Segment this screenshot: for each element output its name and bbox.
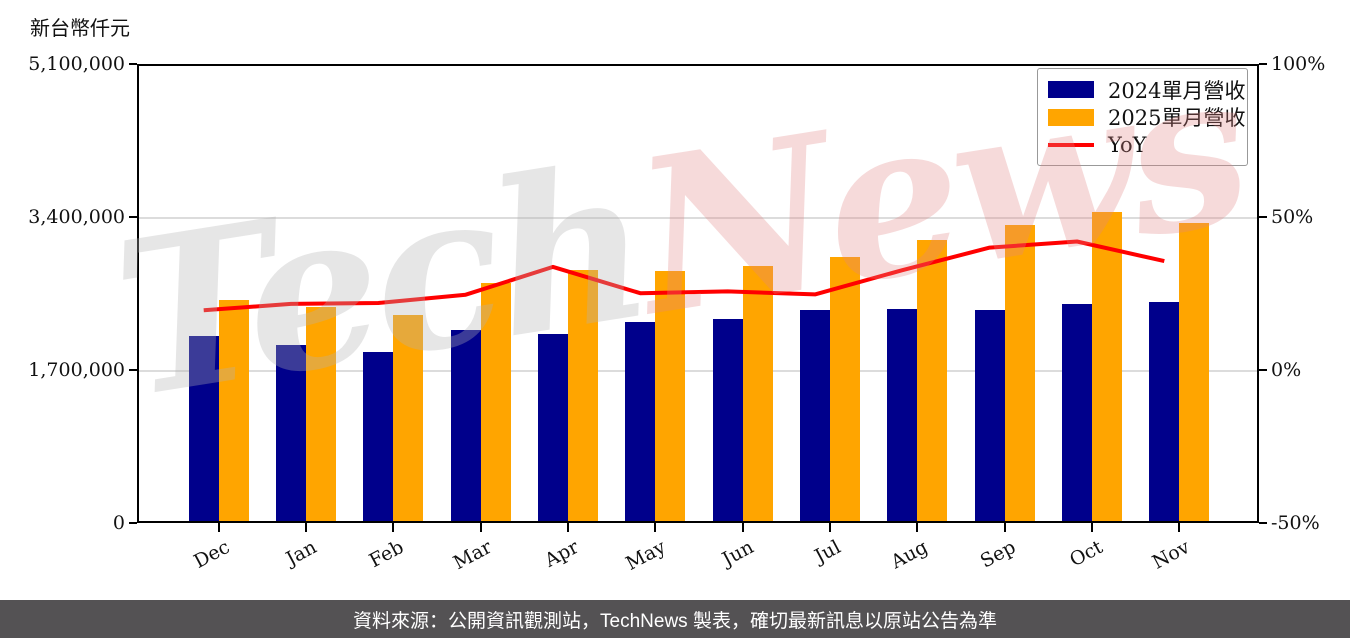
x-axis-tickmark <box>741 523 744 532</box>
source-footer: 資料來源：公開資訊觀測站，TechNews 製表，確切最新訊息以原站公告為準 <box>0 600 1350 638</box>
bar-2025單月營收-Apr <box>568 270 599 521</box>
right-axis-tick-label: -50% <box>1271 512 1320 534</box>
bar-2025單月營收-Mar <box>480 282 511 521</box>
x-axis-tick-label: Dec <box>189 536 234 573</box>
right-axis-tickmark <box>1259 369 1267 371</box>
bar-2024單月營收-Aug <box>887 309 918 521</box>
bar-2025單月營收-Feb <box>393 314 424 521</box>
x-axis-tickmark <box>1178 523 1181 532</box>
legend-label-yoy: YoY <box>1108 132 1147 157</box>
bar-2025單月營收-Oct <box>1092 212 1122 521</box>
x-axis-tick-label: Mar <box>449 536 496 575</box>
bar-2024單月營收-Dec <box>188 335 219 521</box>
bar-2024單月營收-Feb <box>363 351 394 521</box>
x-axis-tick-label: Jun <box>718 536 758 571</box>
x-axis-tick-label: Feb <box>365 536 408 573</box>
right-axis-tickmark <box>1259 522 1267 524</box>
x-axis-tickmark <box>829 523 831 532</box>
y-axis-tick-label: 1,700,000 <box>28 359 125 381</box>
legend-swatch-2024 <box>1048 81 1094 98</box>
bar-2025單月營收-Jan <box>306 306 337 521</box>
x-axis-tick-label: Oct <box>1066 536 1107 572</box>
legend-label-2025: 2025單月營收 <box>1108 106 1246 130</box>
right-axis-tickmark <box>1259 63 1267 65</box>
bar-2024單月營收-Jun <box>712 318 743 521</box>
right-axis-tick-label: 50% <box>1271 206 1314 228</box>
y-axis-tickmark <box>129 522 137 524</box>
y-axis-tickmark <box>129 369 137 371</box>
x-axis-tick-label: Jan <box>282 536 321 571</box>
gridline <box>139 217 1257 219</box>
bar-2024單月營收-Apr <box>538 333 569 521</box>
legend-item-2024: 2024單月營收 <box>1048 76 1245 103</box>
x-axis-tickmark <box>217 523 220 532</box>
x-axis-tickmark <box>1091 523 1093 532</box>
y-axis-tick-label: 0 <box>112 512 125 534</box>
right-axis-tick-label: 100% <box>1271 53 1326 75</box>
legend: 2024單月營收 2025單月營收 YoY <box>1037 68 1248 166</box>
bar-2024單月營收-Jan <box>276 344 307 521</box>
legend-item-2025: 2025單月營收 <box>1048 104 1245 131</box>
source-footer-text: 資料來源：公開資訊觀測站，TechNews 製表，確切最新訊息以原站公告為準 <box>353 610 997 632</box>
y-axis-tick-label: 3,400,000 <box>28 206 125 228</box>
x-axis-tickmark <box>305 523 308 532</box>
x-axis-tick-label: Jul <box>811 536 845 568</box>
bar-2024單月營收-Nov <box>1149 301 1180 521</box>
x-axis-tickmark <box>479 523 482 532</box>
bar-2025單月營收-Sep <box>1004 225 1035 521</box>
legend-swatch-yoy-line <box>1048 142 1094 147</box>
x-axis-tick-label: Sep <box>976 536 1019 573</box>
y-axis-tickmark <box>129 216 137 218</box>
bar-2025單月營收-May <box>655 271 686 521</box>
legend-swatch-2025 <box>1048 108 1094 126</box>
bar-2025單月營收-Jun <box>742 266 773 521</box>
y-axis-tick-label: 5,100,000 <box>28 53 125 75</box>
legend-item-yoy: YoY <box>1048 131 1237 158</box>
right-axis-tickmark <box>1259 216 1267 218</box>
x-axis-tickmark <box>1003 523 1006 532</box>
bar-2024單月營收-Sep <box>974 309 1005 521</box>
bar-2025單月營收-Dec <box>218 299 249 521</box>
right-axis-tick-label: 0% <box>1271 359 1302 381</box>
legend-label-2024: 2024單月營收 <box>1108 78 1246 103</box>
x-axis-tickmark <box>392 523 395 532</box>
bar-2025單月營收-Jul <box>830 257 860 521</box>
x-axis-tick-label: Aug <box>887 536 932 574</box>
x-axis-tickmark <box>654 523 657 532</box>
y-axis-tickmark <box>129 63 137 65</box>
bar-2024單月營收-Jul <box>800 309 830 521</box>
gridline <box>139 370 1257 372</box>
bar-2024單月營收-Oct <box>1062 303 1092 521</box>
x-axis-tick-label: Nov <box>1149 536 1194 574</box>
x-axis-tickmark <box>567 523 570 532</box>
x-axis-tickmark <box>916 523 919 532</box>
x-axis-tick-label: May <box>622 536 670 575</box>
bar-2025單月營收-Nov <box>1179 223 1210 521</box>
bar-2024單月營收-May <box>625 321 656 521</box>
y-axis-unit-label: 新台幣仟元 <box>30 16 130 40</box>
bar-2024單月營收-Mar <box>450 329 481 521</box>
bar-2025單月營收-Aug <box>917 240 948 521</box>
x-axis-tick-label: Apr <box>541 536 583 572</box>
